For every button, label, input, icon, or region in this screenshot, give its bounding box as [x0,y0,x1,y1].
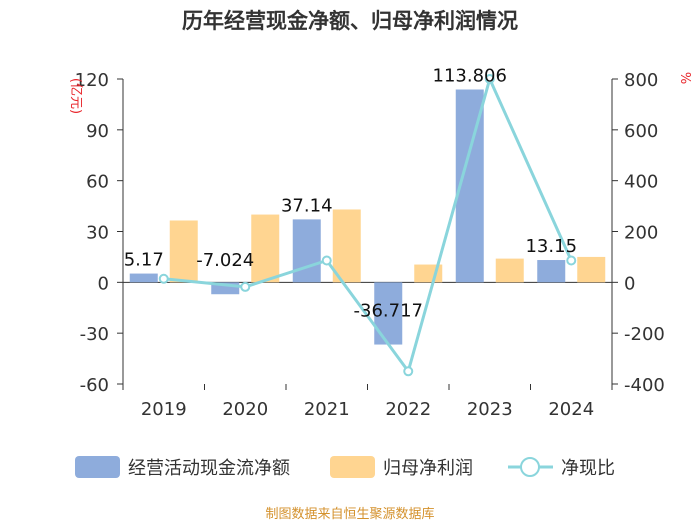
cashflow-data-label: -36.717 [354,301,423,322]
x-tick-label: 2019 [141,399,187,420]
y-right-tick-label: 400 [624,172,658,193]
x-tick-label: 2021 [304,399,350,420]
netprofit-bar [332,209,361,283]
legend-swatch-ratio-marker [520,457,540,477]
netprofit-bar [577,256,606,283]
y-right-tick-label: 200 [624,223,658,244]
cashflow-data-label: 113.806 [433,65,507,86]
legend-swatch-netprofit [330,456,375,478]
legend: 经营活动现金流净额 归母净利润 净现比 [75,456,615,479]
cashflow-bar [292,219,321,283]
legend-swatch-cashflow [75,456,120,478]
ratio-point [403,366,414,377]
y-right-tick-label: 0 [624,273,635,294]
y-right-axis-title: % [677,72,692,84]
ratio-line [163,74,573,375]
y-right-tick-label: -400 [624,375,665,396]
ratio-point [321,255,332,266]
chart-title: 历年经营现金净额、归母净利润情况 [182,9,518,33]
x-tick-label: 2024 [548,399,594,420]
x-tick-label: 2020 [222,399,268,420]
netprofit-bar [495,258,524,283]
ratio-point [484,74,495,84]
y-left-tick-label: 60 [86,172,109,193]
cashflow-bar [537,260,566,283]
y-left-tick-label: 90 [86,121,109,142]
cashflow-data-label: -7.024 [196,250,254,271]
cashflow-bar [211,282,240,295]
x-tick-label: 2022 [385,399,431,420]
ratio-point [240,281,251,292]
y-right-tick-label: 800 [624,70,658,91]
x-tick-label: 2023 [467,399,513,420]
legend-label-cashflow: 经营活动现金流净额 [128,458,290,479]
ratio-point [158,273,169,284]
plot-area: -60 -30 0 30 60 90 120 -400 -200 0 200 400 600 800 (亿元… [68,65,692,420]
y-left-tick-label: -60 [80,375,109,396]
y-left-axis-title: (亿元) [68,78,83,114]
y-right-tick-label: -200 [624,324,665,345]
cashflow-bar [374,282,403,345]
netprofit-bar [169,220,198,283]
y-left-tick-label: 30 [86,223,109,244]
y-left-tick-label: 120 [75,70,109,91]
cashflow-data-label: 5.17 [124,250,164,271]
cashflow-data-label: 37.14 [281,195,333,216]
netprofit-bar [251,214,280,283]
cashflow-bar [129,273,158,283]
y-left-tick-label: -30 [80,324,109,345]
y-right-tick-label: 600 [624,121,658,142]
legend-label-netprofit: 归母净利润 [383,458,473,479]
ratio-point [566,255,577,266]
source-note: 制图数据来自恒生聚源数据库 [265,506,434,522]
cashflow-data-label: 13.15 [525,236,577,257]
y-left-tick-label: 0 [98,273,109,294]
legend-label-ratio: 净现比 [561,458,615,479]
